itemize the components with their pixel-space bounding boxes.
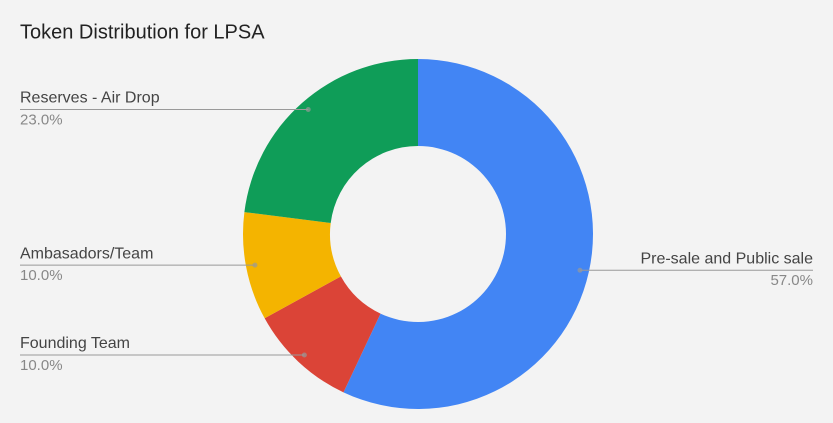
legend-label: Pre-sale and Public sale [640, 250, 813, 267]
data-label: 57.0% [770, 272, 813, 289]
leader-dot [301, 352, 307, 358]
chart-title: Token Distribution for LPSA [20, 21, 265, 43]
legend-label: Founding Team [20, 335, 130, 352]
leader-dot [252, 262, 258, 268]
slice [242, 212, 341, 319]
slice [264, 276, 381, 393]
leader-dot [577, 267, 583, 273]
leader-dot [305, 106, 311, 112]
legend-label: Ambasadors/Team [20, 245, 153, 262]
data-label: 10.0% [20, 357, 63, 374]
slice [244, 59, 418, 223]
legend-label: Reserves - Air Drop [20, 90, 160, 107]
data-label: 10.0% [20, 267, 63, 284]
data-label: 23.0% [20, 111, 63, 128]
slice [343, 59, 593, 409]
